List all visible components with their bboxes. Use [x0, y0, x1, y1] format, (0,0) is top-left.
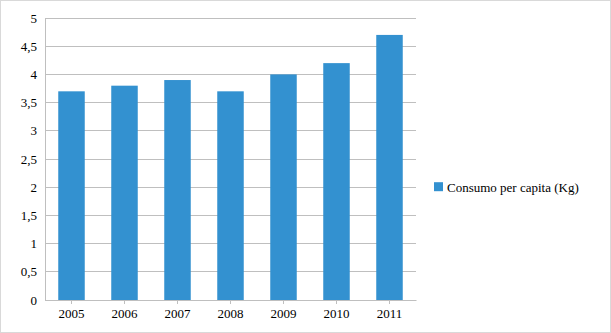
y-tick: 5: [31, 11, 46, 26]
y-tick-label: 1,5: [21, 208, 37, 223]
bar: [58, 91, 85, 300]
x-tick: 2006: [112, 300, 139, 321]
y-tick-label: 0,5: [21, 264, 37, 279]
x-tick: 2010: [324, 300, 350, 321]
y-tick: 1: [31, 236, 46, 251]
y-tick: 3,5: [21, 95, 45, 110]
x-tick-mark: [389, 300, 390, 304]
bar: [217, 91, 244, 300]
y-tick-label: 3,5: [21, 95, 37, 110]
x-axis: 2005 2006 2007 2008 2009 2010 2011: [46, 300, 417, 321]
y-tick: 4,5: [21, 39, 45, 54]
x-tick-mark: [124, 300, 125, 304]
x-tick-label: 2009: [271, 306, 297, 321]
x-tick: 2007: [165, 300, 192, 321]
y-tick-label: 4,5: [21, 39, 37, 54]
y-tick-label: 0: [31, 293, 38, 308]
y-tick-label: 4: [31, 67, 38, 82]
y-tick-label: 2,5: [21, 152, 37, 167]
bar: [270, 74, 297, 300]
y-tick: 4: [31, 67, 46, 82]
chart-svg: 00,511,522,533,544,552005200620072008200…: [0, 0, 611, 333]
bar: [323, 63, 350, 300]
chart-frame: [1, 1, 611, 333]
legend-swatch: [434, 182, 443, 191]
bars: [58, 35, 403, 300]
x-tick-mark: [177, 300, 178, 304]
y-tick: 0: [31, 293, 46, 308]
bar: [376, 35, 403, 300]
x-tick-mark: [283, 300, 284, 304]
y-axis: 0 0,5 1 1,5 2 2,5 3 3,5 4 4,5 5: [21, 11, 46, 308]
legend-label: Consumo per capita (Kg): [447, 180, 579, 195]
x-tick: 2011: [377, 300, 403, 321]
x-tick-label: 2006: [112, 306, 139, 321]
grid-line: [45, 18, 416, 19]
plot-area: 00,511,522,533,544,552005200620072008200…: [21, 11, 417, 322]
x-tick-mark: [71, 300, 72, 304]
y-tick-label: 1: [31, 236, 38, 251]
x-tick-label: 2007: [165, 306, 192, 321]
grid: [45, 18, 416, 300]
x-tick-label: 2010: [324, 306, 350, 321]
x-tick: 2009: [271, 300, 297, 321]
x-tick-mark: [336, 300, 337, 304]
y-tick-label: 5: [31, 11, 38, 26]
chart-container: 00,511,522,533,544,552005200620072008200…: [0, 0, 611, 333]
x-tick-mark: [230, 300, 231, 304]
y-tick: 2,5: [21, 152, 45, 167]
y-tick: 3: [31, 123, 46, 138]
bar: [111, 86, 138, 300]
y-tick: 2: [31, 180, 46, 195]
x-tick: 2008: [218, 300, 244, 321]
y-tick-label: 3: [31, 123, 38, 138]
y-tick: 1,5: [21, 208, 45, 223]
y-tick-label: 2: [31, 180, 38, 195]
y-tick: 0,5: [21, 264, 45, 279]
bar: [164, 80, 191, 300]
legend: Consumo per capita (Kg): [434, 180, 579, 195]
x-tick-label: 2011: [377, 306, 403, 321]
grid-line: [45, 46, 416, 47]
x-tick-label: 2005: [59, 306, 85, 321]
grid-line: [45, 74, 416, 75]
x-tick: 2005: [59, 300, 85, 321]
y-axis-line: [45, 19, 46, 301]
x-tick-label: 2008: [218, 306, 244, 321]
